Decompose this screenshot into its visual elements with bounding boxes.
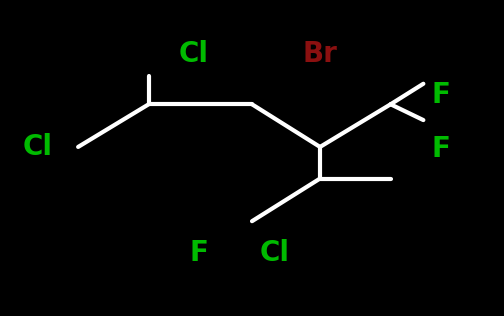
Text: Cl: Cl: [23, 133, 53, 161]
Text: Cl: Cl: [179, 40, 209, 68]
Text: Br: Br: [302, 40, 338, 68]
Text: Cl: Cl: [260, 239, 290, 267]
Text: F: F: [431, 135, 451, 162]
Text: F: F: [431, 81, 451, 109]
Text: F: F: [190, 239, 209, 267]
